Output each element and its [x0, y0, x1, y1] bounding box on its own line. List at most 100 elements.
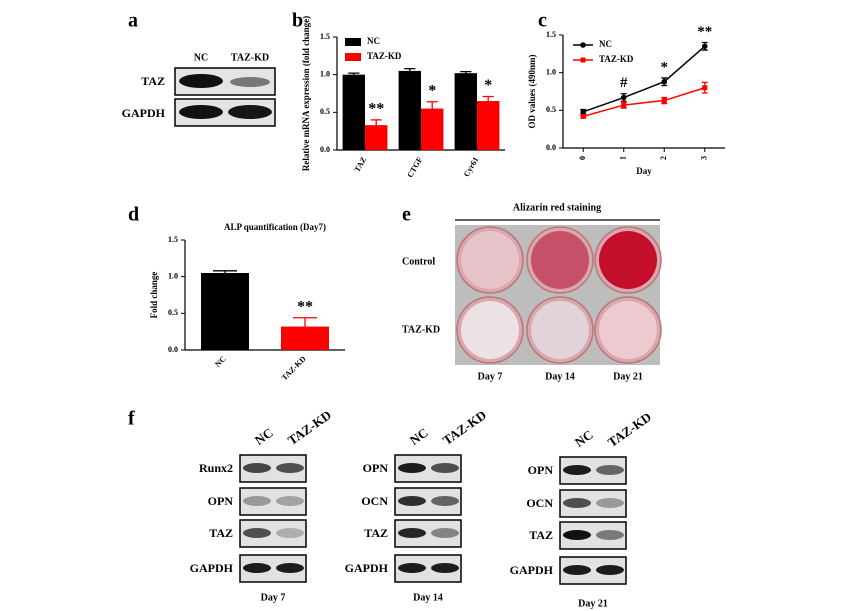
- y-tick-label: 0.5: [546, 105, 556, 114]
- row-label: GAPDH: [122, 106, 166, 120]
- column-label: Day 21: [613, 371, 643, 382]
- band: [276, 528, 304, 538]
- band: [228, 105, 272, 119]
- band: [596, 565, 624, 575]
- significance: *: [661, 59, 669, 75]
- legend-marker: [580, 57, 586, 63]
- panel-label: d: [128, 204, 139, 226]
- marker: [702, 85, 708, 91]
- column-label: Day 7: [478, 371, 503, 382]
- x-tick-label: 0: [578, 156, 587, 160]
- y-tick-label: 1.0: [546, 67, 556, 76]
- row-label: OCN: [526, 496, 553, 510]
- lane-label: TAZ-KD: [231, 52, 269, 63]
- band: [563, 465, 591, 475]
- x-tick-label: 1: [619, 156, 628, 160]
- dish-stain: [531, 231, 589, 289]
- legend-swatch: [345, 53, 361, 61]
- error-bar: [348, 72, 360, 77]
- band: [243, 463, 271, 473]
- panel-label: e: [402, 204, 411, 226]
- dish-stain: [599, 301, 657, 359]
- dish-stain: [599, 231, 657, 289]
- y-tick-label: 1.0: [168, 271, 178, 280]
- bar: [281, 326, 329, 350]
- marker: [701, 43, 708, 50]
- x-axis-label: Day: [636, 166, 652, 176]
- band: [179, 105, 223, 119]
- band: [398, 463, 426, 473]
- marker: [661, 78, 668, 85]
- band: [431, 563, 459, 573]
- bar: [201, 273, 249, 350]
- bar: [398, 70, 421, 150]
- error-bar: [404, 67, 416, 74]
- legend-label: NC: [367, 36, 380, 46]
- y-tick-label: 0.0: [168, 345, 178, 354]
- bar: [454, 73, 477, 150]
- dish-stain: [461, 231, 519, 289]
- row-label: OPN: [208, 494, 234, 508]
- row-label: Runx2: [199, 461, 233, 475]
- legend-label: TAZ-KD: [599, 54, 634, 64]
- row-label: TAZ: [209, 526, 233, 540]
- x-tick-label: 3: [700, 156, 709, 160]
- band: [596, 498, 624, 508]
- band: [398, 528, 426, 538]
- y-tick-label: 1.5: [168, 235, 178, 244]
- panel-label: b: [292, 10, 303, 32]
- error-bar: [482, 95, 494, 107]
- significance: **: [697, 24, 712, 40]
- band: [398, 563, 426, 573]
- lane-label: NC: [194, 52, 208, 63]
- significance: *: [428, 82, 436, 99]
- row-label: OPN: [528, 463, 554, 477]
- error-bar: [370, 119, 382, 132]
- band: [276, 463, 304, 473]
- dish-stain: [461, 301, 519, 359]
- error-bar: [460, 71, 472, 76]
- row-label: OCN: [361, 494, 388, 508]
- row-label: GAPDH: [190, 561, 234, 575]
- y-axis-label: Relative mRNA expression (fold change): [301, 16, 311, 171]
- row-label: TAZ: [529, 528, 553, 542]
- marker: [621, 102, 627, 108]
- band: [243, 563, 271, 573]
- y-tick-label: 0.0: [546, 143, 556, 152]
- day-label: Day 14: [413, 592, 443, 603]
- y-tick-label: 0.5: [168, 308, 178, 317]
- marker: [661, 98, 667, 104]
- y-tick-label: 1.5: [546, 30, 556, 39]
- chart-title: ALP quantification (Day7): [224, 222, 326, 232]
- error-bar: [426, 101, 438, 116]
- band: [230, 77, 270, 87]
- bar: [342, 74, 365, 150]
- legend-label: NC: [599, 39, 612, 49]
- panel-label: c: [538, 10, 547, 32]
- row-label: TAZ: [364, 526, 388, 540]
- band: [243, 528, 271, 538]
- y-tick-label: 0.5: [320, 107, 330, 116]
- row-label: TAZ-KD: [402, 324, 440, 335]
- significance: #: [620, 75, 628, 91]
- column-label: Day 14: [545, 371, 575, 382]
- panel-label: a: [128, 10, 138, 32]
- error-bar: [213, 270, 237, 276]
- band: [398, 496, 426, 506]
- legend-marker: [580, 42, 586, 48]
- band: [179, 74, 223, 88]
- error-bar: [293, 317, 317, 336]
- row-label: GAPDH: [510, 563, 554, 577]
- line: [583, 45, 706, 113]
- day-label: Day 7: [261, 592, 286, 603]
- band: [563, 498, 591, 508]
- significance: *: [484, 77, 492, 94]
- dish-stain: [531, 301, 589, 359]
- band: [276, 563, 304, 573]
- y-axis-label: OD values (490nm): [527, 54, 537, 128]
- y-tick-label: 0.0: [320, 145, 330, 154]
- row-label: GAPDH: [345, 561, 389, 575]
- y-tick-label: 1.0: [320, 69, 330, 78]
- band: [431, 463, 459, 473]
